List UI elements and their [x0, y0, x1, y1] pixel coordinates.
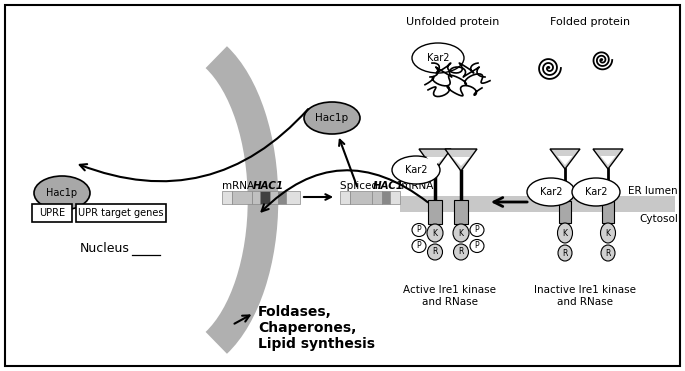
Bar: [232, 191, 252, 204]
Ellipse shape: [453, 244, 469, 260]
Ellipse shape: [34, 176, 90, 210]
Bar: [252, 191, 260, 204]
Ellipse shape: [304, 102, 360, 134]
Text: ER lumen: ER lumen: [628, 186, 678, 196]
Bar: [428, 200, 442, 224]
Ellipse shape: [470, 240, 484, 253]
Text: Hac1p: Hac1p: [47, 188, 77, 198]
Bar: [286, 191, 300, 204]
Polygon shape: [601, 156, 616, 165]
Bar: [602, 201, 614, 223]
Text: P: P: [475, 242, 480, 250]
Text: HAC1: HAC1: [373, 181, 404, 191]
Text: Kar2: Kar2: [585, 187, 607, 197]
Text: HAC1: HAC1: [253, 181, 284, 191]
Text: Inactive Ire1 kinase
and RNase: Inactive Ire1 kinase and RNase: [534, 285, 636, 306]
FancyArrowPatch shape: [262, 170, 428, 211]
Ellipse shape: [601, 245, 615, 261]
Polygon shape: [445, 149, 477, 171]
Text: Hac1p: Hac1p: [315, 113, 349, 123]
Bar: [76, 204, 166, 222]
Text: Kar2: Kar2: [540, 187, 562, 197]
Bar: [350, 191, 372, 204]
Text: Active Ire1 kinase
and RNase: Active Ire1 kinase and RNase: [403, 285, 497, 306]
Text: K: K: [458, 229, 464, 237]
Polygon shape: [419, 149, 451, 171]
Bar: [559, 201, 571, 223]
Text: Kar2: Kar2: [405, 165, 427, 175]
Ellipse shape: [427, 244, 443, 260]
Bar: [400, 196, 675, 212]
Text: UPR target genes: UPR target genes: [78, 208, 164, 218]
Bar: [372, 191, 382, 204]
Bar: [454, 200, 468, 224]
Bar: [382, 191, 390, 204]
Text: P: P: [475, 226, 480, 234]
Text: mRNA: mRNA: [398, 181, 434, 191]
Ellipse shape: [412, 43, 464, 73]
Polygon shape: [452, 157, 470, 166]
Ellipse shape: [412, 240, 426, 253]
Ellipse shape: [601, 223, 616, 243]
Ellipse shape: [427, 224, 443, 242]
Text: UPRE: UPRE: [39, 208, 65, 218]
Ellipse shape: [572, 178, 620, 206]
Ellipse shape: [470, 223, 484, 236]
Text: Foldases,
Chaperones,
Lipid synthesis: Foldases, Chaperones, Lipid synthesis: [258, 305, 375, 351]
Text: R: R: [562, 249, 568, 257]
Text: Cytosol: Cytosol: [639, 214, 678, 224]
Ellipse shape: [558, 245, 572, 261]
Bar: [32, 204, 72, 222]
Text: K: K: [606, 229, 610, 237]
FancyArrowPatch shape: [79, 109, 308, 181]
Ellipse shape: [453, 224, 469, 242]
Bar: [390, 191, 400, 204]
Ellipse shape: [392, 156, 440, 184]
Text: Unfolded protein: Unfolded protein: [406, 17, 499, 27]
Text: Folded protein: Folded protein: [550, 17, 630, 27]
Bar: [260, 191, 270, 204]
Bar: [340, 191, 350, 204]
Polygon shape: [550, 149, 580, 169]
Bar: [278, 191, 286, 204]
Polygon shape: [558, 156, 573, 165]
Text: P: P: [416, 242, 421, 250]
Text: R: R: [606, 249, 611, 257]
Text: K: K: [432, 229, 438, 237]
Bar: [222, 191, 232, 204]
Polygon shape: [426, 157, 444, 166]
Text: Kar2: Kar2: [427, 53, 449, 63]
Text: R: R: [432, 247, 438, 256]
Text: K: K: [562, 229, 567, 237]
Text: R: R: [458, 247, 464, 256]
Bar: [270, 191, 278, 204]
Ellipse shape: [412, 223, 426, 236]
Text: Spliced: Spliced: [340, 181, 382, 191]
Text: Nucleus: Nucleus: [80, 242, 130, 255]
Text: P: P: [416, 226, 421, 234]
Text: mRNA: mRNA: [222, 181, 258, 191]
Polygon shape: [593, 149, 623, 169]
Ellipse shape: [527, 178, 575, 206]
Ellipse shape: [558, 223, 573, 243]
